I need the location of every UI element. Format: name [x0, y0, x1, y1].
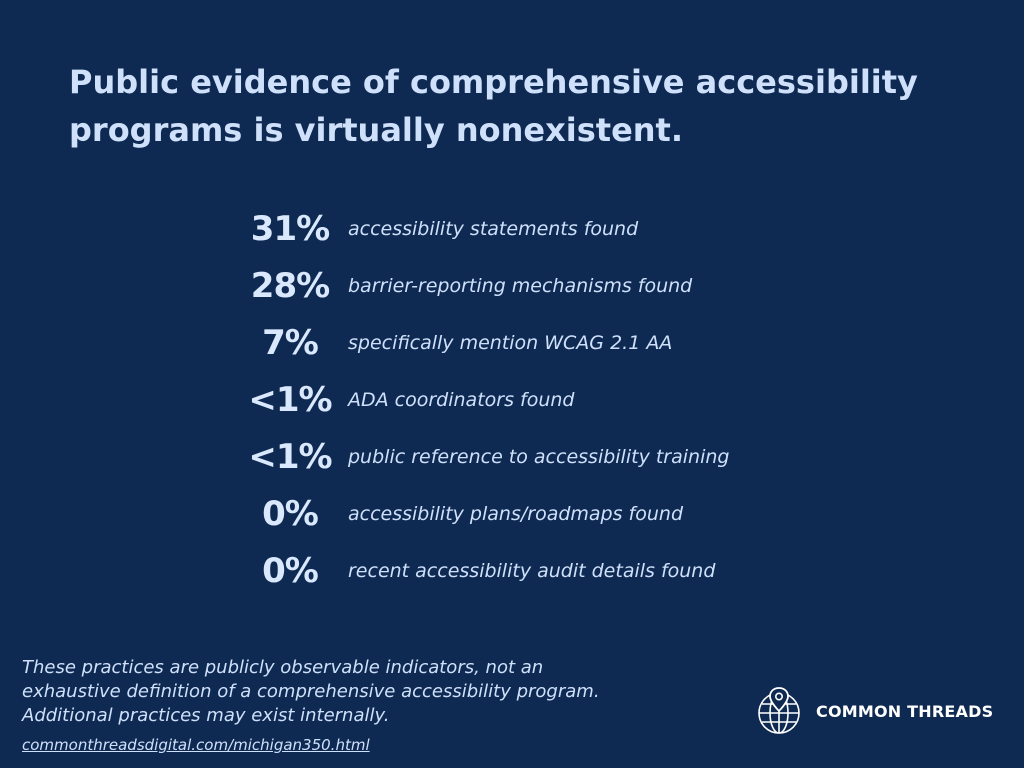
stat-label: ADA coordinators found	[348, 388, 575, 411]
stat-value: 28%	[250, 265, 330, 306]
stat-value: <1%	[248, 436, 332, 477]
stat-value: 0%	[262, 550, 319, 591]
stat-label: barrier-reporting mechanisms found	[348, 274, 693, 297]
brand-name: COMMON THREADS	[816, 701, 994, 721]
stat-row: 31% accessibility statements found	[240, 200, 800, 257]
stat-row: 7% specifically mention WCAG 2.1 AA	[240, 314, 800, 371]
footnote-line: Additional practices may exist internall…	[22, 705, 390, 726]
stat-label: accessibility statements found	[348, 217, 639, 240]
stat-value: <1%	[248, 379, 332, 420]
stat-label: specifically mention WCAG 2.1 AA	[348, 331, 673, 354]
source-link[interactable]: commonthreadsdigital.com/michigan350.htm…	[22, 736, 370, 754]
stat-row: <1% ADA coordinators found	[240, 371, 800, 428]
stat-label: accessibility plans/roadmaps found	[348, 502, 684, 525]
stat-row: 0% accessibility plans/roadmaps found	[240, 485, 800, 542]
stat-label: recent accessibility audit details found	[348, 559, 716, 582]
stat-label: public reference to accessibility traini…	[348, 445, 730, 468]
stat-row: 28% barrier-reporting mechanisms found	[240, 257, 800, 314]
footnote: These practices are publicly observable …	[22, 656, 682, 728]
stat-row: <1% public reference to accessibility tr…	[240, 428, 800, 485]
footnote-line: exhaustive definition of a comprehensive…	[22, 681, 600, 702]
brand: COMMON THREADS	[752, 684, 993, 738]
stats-list: 31% accessibility statements found 28% b…	[240, 200, 800, 599]
stat-value: 0%	[262, 493, 319, 534]
stat-value: 31%	[250, 208, 330, 249]
footnote-line: These practices are publicly observable …	[22, 657, 544, 678]
headline: Public evidence of comprehensive accessi…	[69, 63, 918, 149]
globe-pin-icon	[758, 687, 800, 734]
stat-value: 7%	[262, 322, 319, 363]
stat-row: 0% recent accessibility audit details fo…	[240, 542, 800, 599]
